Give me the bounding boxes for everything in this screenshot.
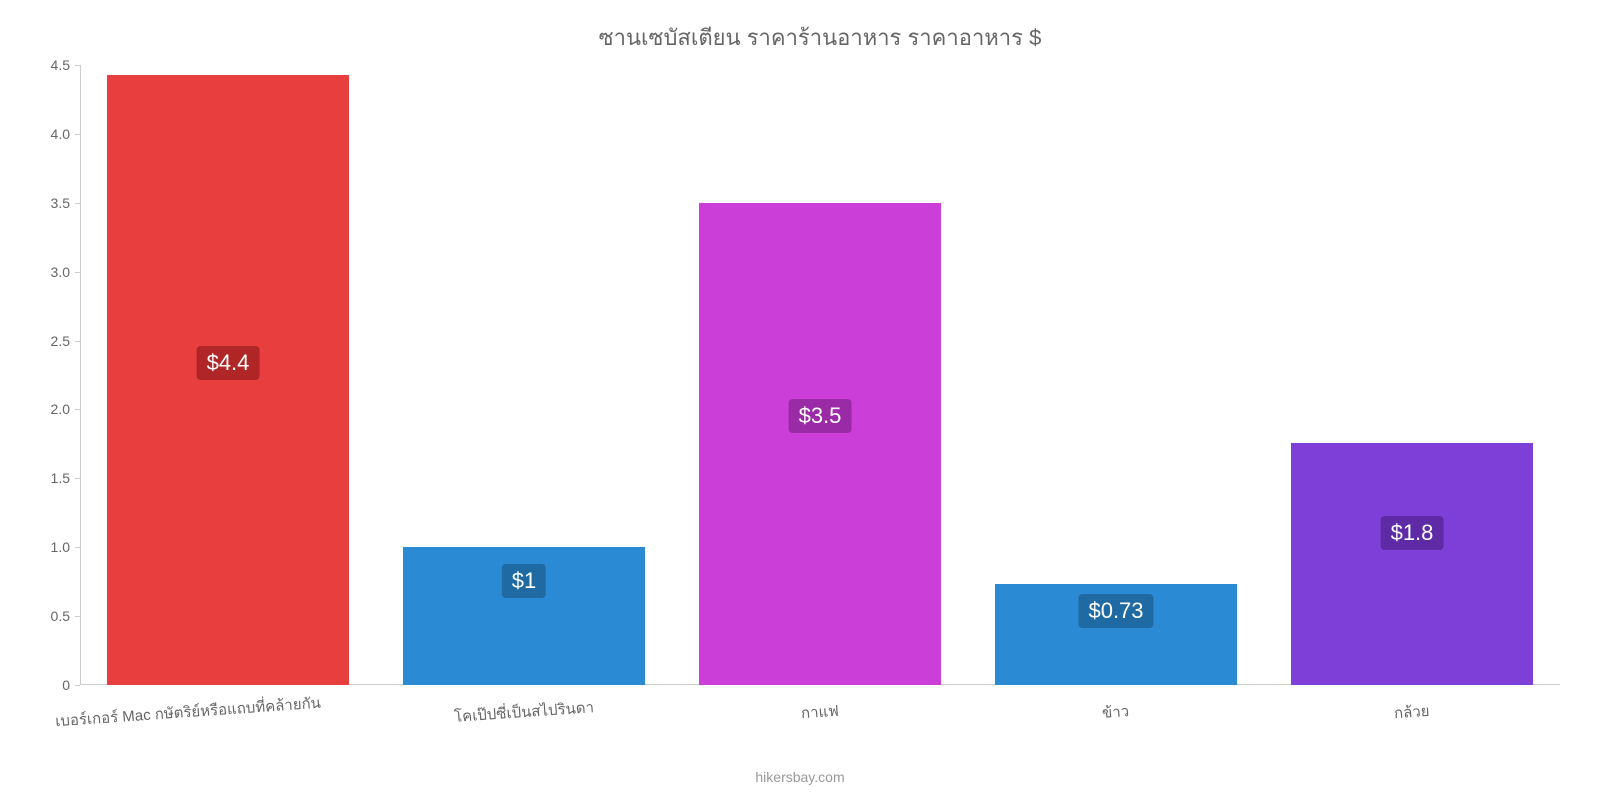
y-tick-label: 0.5 — [51, 608, 70, 624]
bar-value-badge: $0.73 — [1078, 594, 1153, 628]
y-tick-mark — [75, 616, 80, 617]
bar: $1.8 — [1291, 443, 1534, 685]
y-tick-mark — [75, 203, 80, 204]
y-tick-label: 1.0 — [51, 539, 70, 555]
bars-area: $4.4 $1 $3.5 $0.73 $1.8 — [80, 65, 1560, 685]
bar-slot: $0.73 — [968, 65, 1264, 685]
bar-slot: $3.5 — [672, 65, 968, 685]
bar: $0.73 — [995, 584, 1238, 685]
y-tick-mark — [75, 272, 80, 273]
y-tick-label: 3.0 — [51, 264, 70, 280]
y-tick-mark — [75, 478, 80, 479]
y-tick-label: 3.5 — [51, 195, 70, 211]
y-tick-mark — [75, 409, 80, 410]
bar-value-badge: $1.8 — [1381, 516, 1444, 550]
bar: $1 — [403, 547, 646, 685]
x-axis-label: โคเป๊ปซี่เป็นสไปรินดา — [376, 685, 672, 724]
y-tick-label: 4.5 — [51, 57, 70, 73]
y-axis: 00.51.01.52.02.53.03.54.04.5 — [30, 65, 80, 685]
chart-container: ซานเซบัสเตียน ราคาร้านอาหาร ราคาอาหาร $ … — [0, 0, 1600, 800]
bar: $3.5 — [699, 203, 942, 685]
bar-value-badge: $1 — [502, 564, 546, 598]
bar-value-badge: $4.4 — [197, 346, 260, 380]
plot-area: 00.51.01.52.02.53.03.54.04.5 $4.4$1$3.5$… — [80, 65, 1560, 685]
y-tick-label: 1.5 — [51, 470, 70, 486]
x-axis-label: กล้วย — [1264, 685, 1560, 724]
bar-value-badge: $3.5 — [789, 399, 852, 433]
x-labels: เบอร์เกอร์ Mac กษัตริย์หรือแถบที่คล้ายกั… — [80, 685, 1560, 724]
bar-slot: $1.8 — [1264, 65, 1560, 685]
attribution-text: hikersbay.com — [755, 769, 844, 785]
y-tick-mark — [75, 134, 80, 135]
bar: $4.4 — [107, 75, 350, 685]
y-tick-mark — [75, 685, 80, 686]
y-tick-label: 2.0 — [51, 401, 70, 417]
y-tick-label: 2.5 — [51, 333, 70, 349]
x-axis-label: ข้าว — [968, 685, 1264, 724]
bar-slot: $1 — [376, 65, 672, 685]
x-axis-label: เบอร์เกอร์ Mac กษัตริย์หรือแถบที่คล้ายกั… — [80, 685, 376, 724]
y-tick-mark — [75, 341, 80, 342]
x-axis-label: กาแฟ — [672, 685, 968, 724]
y-tick-mark — [75, 547, 80, 548]
y-tick-mark — [75, 65, 80, 66]
chart-title: ซานเซบัสเตียน ราคาร้านอาหาร ราคาอาหาร $ — [80, 20, 1560, 55]
bar-slot: $4.4 — [80, 65, 376, 685]
y-tick-label: 4.0 — [51, 126, 70, 142]
y-tick-label: 0 — [62, 677, 70, 693]
